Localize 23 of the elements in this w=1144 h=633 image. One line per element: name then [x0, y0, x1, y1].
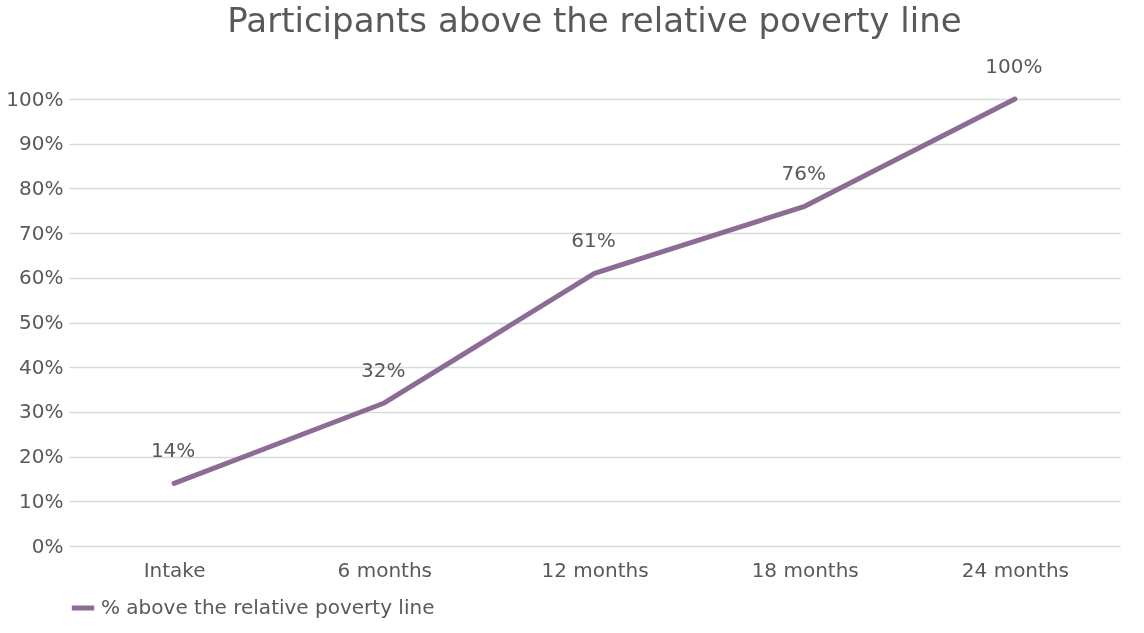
data-label: 32% [361, 357, 406, 382]
y-tick-label: 70% [19, 220, 64, 245]
y-tick-label: 10% [19, 488, 64, 513]
x-tick-label: 24 months [961, 557, 1069, 582]
legend-label: % above the relative poverty line [101, 595, 435, 619]
data-label: 14% [150, 438, 196, 463]
y-tick-label: 80% [19, 175, 64, 200]
data-label: 61% [571, 228, 616, 253]
x-tick-label: Intake [143, 557, 206, 582]
x-tick-label: 12 months [541, 557, 649, 582]
y-tick-label: 100% [6, 86, 64, 111]
y-tick-label: 90% [19, 131, 64, 156]
y-tick-label: 50% [19, 310, 64, 334]
y-tick-label: 30% [19, 399, 64, 424]
data-label: 76% [781, 161, 826, 186]
chart-title: Participants above the relative poverty line [227, 0, 962, 40]
x-tick-label: 18 months [751, 557, 859, 582]
y-tick-label: 40% [19, 354, 64, 379]
y-tick-label: 0% [31, 533, 64, 558]
y-tick-label: 20% [19, 444, 64, 469]
y-tick-label: 60% [19, 265, 64, 290]
x-tick-label: 6 months [337, 557, 433, 582]
data-label: 100% [985, 54, 1043, 78]
